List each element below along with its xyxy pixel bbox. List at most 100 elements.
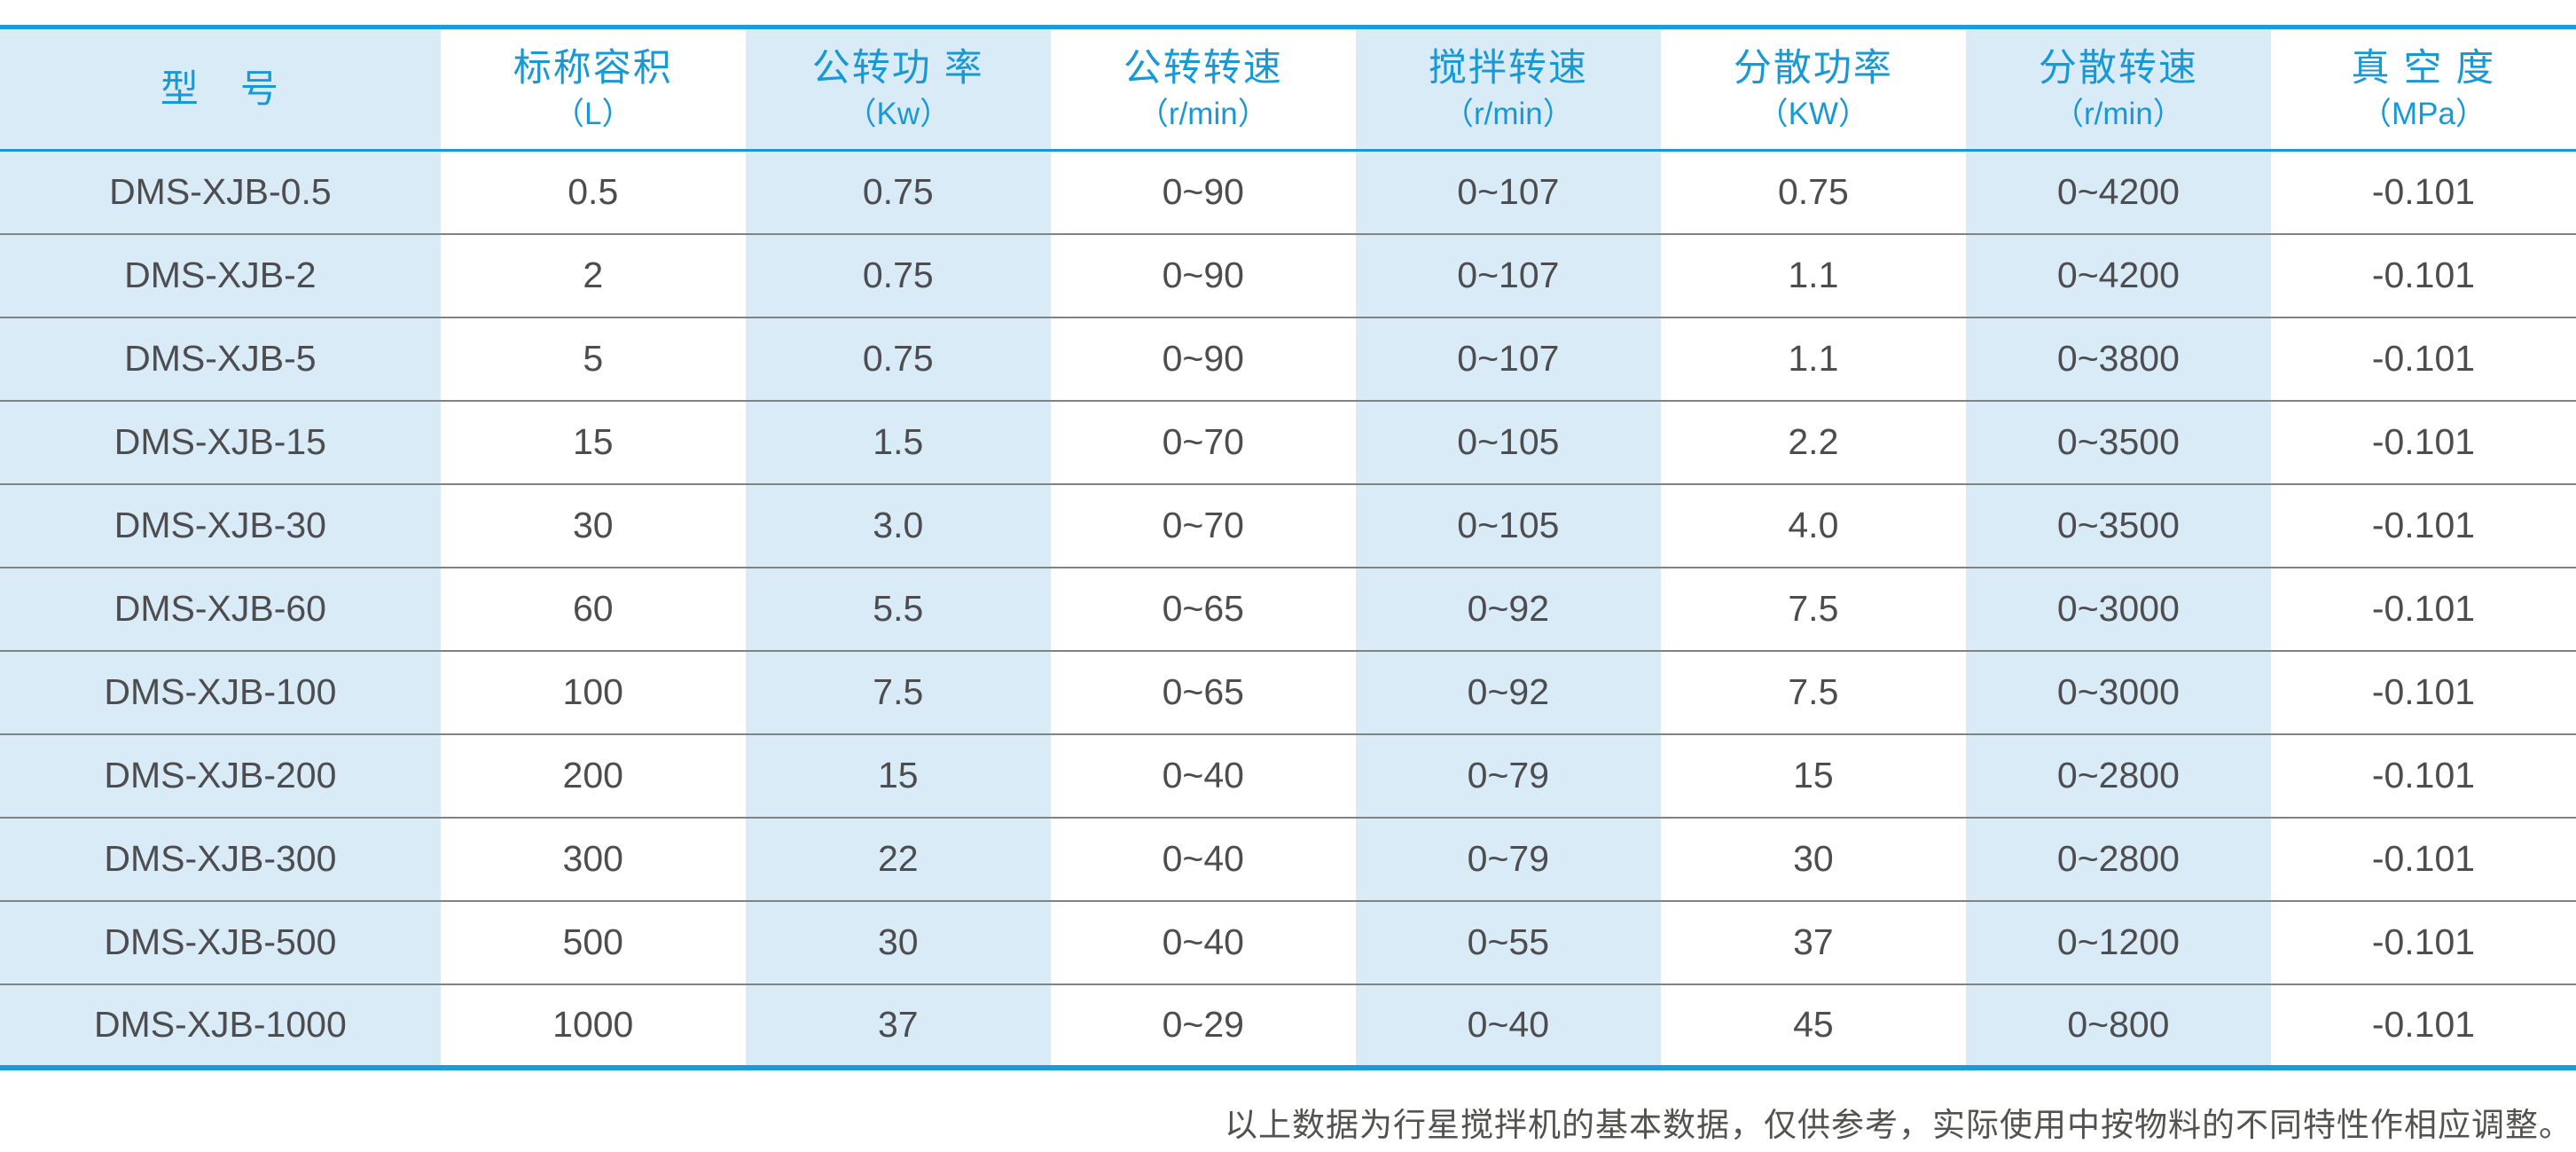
column-header: 型 号 bbox=[0, 27, 441, 152]
table-row: DMS-XJB-500 500 30 0~40 0~55 37 0~1200 -0.101 bbox=[0, 899, 2576, 984]
table-row: DMS-XJB-300 300 22 0~40 0~79 30 0~2800 -0.101 bbox=[0, 816, 2576, 901]
table-row: DMS-XJB-1000 1000 37 0~29 0~40 45 0~800 -0.101 bbox=[0, 983, 2576, 1068]
column-header-unit: （KW） bbox=[1757, 96, 1870, 131]
value-cell: 7.5 bbox=[1660, 649, 1966, 734]
model-cell: DMS-XJB-300 bbox=[0, 816, 441, 901]
value-cell: 0~92 bbox=[1355, 566, 1661, 651]
value-cell: 2 bbox=[440, 232, 746, 317]
value-cell: 0~40 bbox=[1050, 899, 1356, 984]
value-cell: 15 bbox=[1660, 733, 1966, 818]
column-header-title: 标称容积 bbox=[513, 46, 673, 90]
column-header-title: 分散转速 bbox=[2038, 46, 2198, 90]
value-cell: 0~79 bbox=[1355, 733, 1661, 818]
value-cell: 300 bbox=[440, 816, 746, 901]
value-cell: 1.1 bbox=[1660, 232, 1966, 317]
model-cell: DMS-XJB-1000 bbox=[0, 983, 441, 1068]
value-cell: 0~29 bbox=[1050, 983, 1356, 1068]
value-cell: -0.101 bbox=[2270, 316, 2576, 401]
value-cell: 0~3500 bbox=[1965, 399, 2271, 484]
column-header-title: 分散功率 bbox=[1733, 46, 1893, 90]
spec-table: 型 号 标称容积 （L） 公转功 率 （Kw） 公转转速 （r/min） 搅拌转速 （r/min… bbox=[0, 25, 2576, 1070]
table-row: DMS-XJB-200 200 15 0~40 0~79 15 0~2800 -0.101 bbox=[0, 733, 2576, 818]
model-cell: DMS-XJB-100 bbox=[0, 649, 441, 734]
spec-table-body: DMS-XJB-0.5 0.5 0.75 0~90 0~107 0.75 0~4200 -0.… bbox=[0, 151, 2576, 1068]
column-header: 分散转速 （r/min） bbox=[1965, 27, 2271, 152]
value-cell: 30 bbox=[440, 482, 746, 568]
value-cell: 22 bbox=[745, 816, 1051, 901]
value-cell: 7.5 bbox=[1660, 566, 1966, 651]
value-cell: -0.101 bbox=[2270, 983, 2576, 1068]
value-cell: 15 bbox=[745, 733, 1051, 818]
value-cell: 0~105 bbox=[1355, 482, 1661, 568]
value-cell: 60 bbox=[440, 566, 746, 651]
value-cell: 100 bbox=[440, 649, 746, 734]
value-cell: 0~3000 bbox=[1965, 566, 2271, 651]
value-cell: 0~55 bbox=[1355, 899, 1661, 984]
column-header-title: 公转转速 bbox=[1123, 46, 1283, 90]
column-header: 真 空 度 （MPa） bbox=[2270, 27, 2576, 152]
table-row: DMS-XJB-2 2 0.75 0~90 0~107 1.1 0~4200 -0.101 bbox=[0, 232, 2576, 317]
value-cell: -0.101 bbox=[2270, 232, 2576, 317]
value-cell: 0~107 bbox=[1355, 232, 1661, 317]
value-cell: 0~92 bbox=[1355, 649, 1661, 734]
column-header-unit: （MPa） bbox=[2360, 96, 2486, 131]
value-cell: 0~70 bbox=[1050, 482, 1356, 568]
value-cell: -0.101 bbox=[2270, 566, 2576, 651]
model-cell: DMS-XJB-500 bbox=[0, 899, 441, 984]
column-header-title: 真 空 度 bbox=[2351, 46, 2496, 90]
value-cell: 15 bbox=[440, 399, 746, 484]
column-header-unit: （L） bbox=[553, 96, 633, 131]
value-cell: 200 bbox=[440, 733, 746, 818]
model-cell: DMS-XJB-0.5 bbox=[109, 171, 332, 213]
value-cell: 0~800 bbox=[1965, 983, 2271, 1068]
table-row: DMS-XJB-30 30 3.0 0~70 0~105 4.0 0~3500 -0.101 bbox=[0, 482, 2576, 568]
table-row: DMS-XJB-100 100 7.5 0~65 0~92 7.5 0~3000 -0.101 bbox=[0, 649, 2576, 734]
value-cell: 30 bbox=[745, 899, 1051, 984]
value-cell: 2.2 bbox=[1660, 399, 1966, 484]
value-cell: 0~4200 bbox=[2056, 171, 2180, 213]
column-header-title: 搅拌转速 bbox=[1428, 46, 1588, 90]
value-cell: 0~2800 bbox=[1965, 733, 2271, 818]
model-cell: DMS-XJB-15 bbox=[0, 399, 441, 484]
value-cell: -0.101 bbox=[2371, 171, 2476, 213]
value-cell: 0.75 bbox=[745, 232, 1051, 317]
value-cell: 0~3500 bbox=[1965, 482, 2271, 568]
value-cell: 37 bbox=[745, 983, 1051, 1068]
table-row: DMS-XJB-15 15 1.5 0~70 0~105 2.2 0~3500 -0.101 bbox=[0, 399, 2576, 484]
value-cell: -0.101 bbox=[2270, 816, 2576, 901]
value-cell: -0.101 bbox=[2270, 899, 2576, 984]
column-header-title: 型 号 bbox=[160, 67, 280, 111]
column-header: 公转功 率 （Kw） bbox=[745, 27, 1051, 152]
table-row: DMS-XJB-60 60 5.5 0~65 0~92 7.5 0~3000 -0.101 bbox=[0, 566, 2576, 651]
value-cell: 0~40 bbox=[1050, 816, 1356, 901]
value-cell: 0~90 bbox=[1162, 171, 1244, 213]
value-cell: 0~4200 bbox=[1965, 232, 2271, 317]
column-header-unit: （r/min） bbox=[1137, 96, 1269, 131]
value-cell: 1.1 bbox=[1660, 316, 1966, 401]
value-cell: -0.101 bbox=[2270, 482, 2576, 568]
value-cell: 0~90 bbox=[1050, 316, 1356, 401]
column-header-unit: （r/min） bbox=[1442, 96, 1574, 131]
value-cell: 7.5 bbox=[745, 649, 1051, 734]
value-cell: -0.101 bbox=[2270, 399, 2576, 484]
value-cell: 0.75 bbox=[862, 171, 934, 213]
value-cell: 0~65 bbox=[1050, 649, 1356, 734]
value-cell: 5.5 bbox=[745, 566, 1051, 651]
value-cell: 0.75 bbox=[745, 316, 1051, 401]
value-cell: 0.75 bbox=[1777, 171, 1849, 213]
header-row: 型 号 标称容积 （L） 公转功 率 （Kw） 公转转速 （r/min） 搅拌转速 （r/min… bbox=[0, 27, 2576, 152]
value-cell: 0~107 bbox=[1457, 171, 1560, 213]
value-cell: 0~3800 bbox=[1965, 316, 2271, 401]
value-cell: 0~40 bbox=[1355, 983, 1661, 1068]
column-header: 标称容积 （L） bbox=[440, 27, 746, 152]
value-cell: 500 bbox=[440, 899, 746, 984]
value-cell: 0~3000 bbox=[1965, 649, 2271, 734]
column-header-title: 公转功 率 bbox=[811, 46, 984, 90]
column-header: 分散功率 （KW） bbox=[1660, 27, 1966, 152]
value-cell: 1000 bbox=[440, 983, 746, 1068]
value-cell: 0~40 bbox=[1050, 733, 1356, 818]
value-cell: 0~65 bbox=[1050, 566, 1356, 651]
table-row: DMS-XJB-0.5 0.5 0.75 0~90 0~107 0.75 0~4200 -0.… bbox=[0, 151, 2576, 234]
column-header-unit: （r/min） bbox=[2053, 96, 2184, 131]
